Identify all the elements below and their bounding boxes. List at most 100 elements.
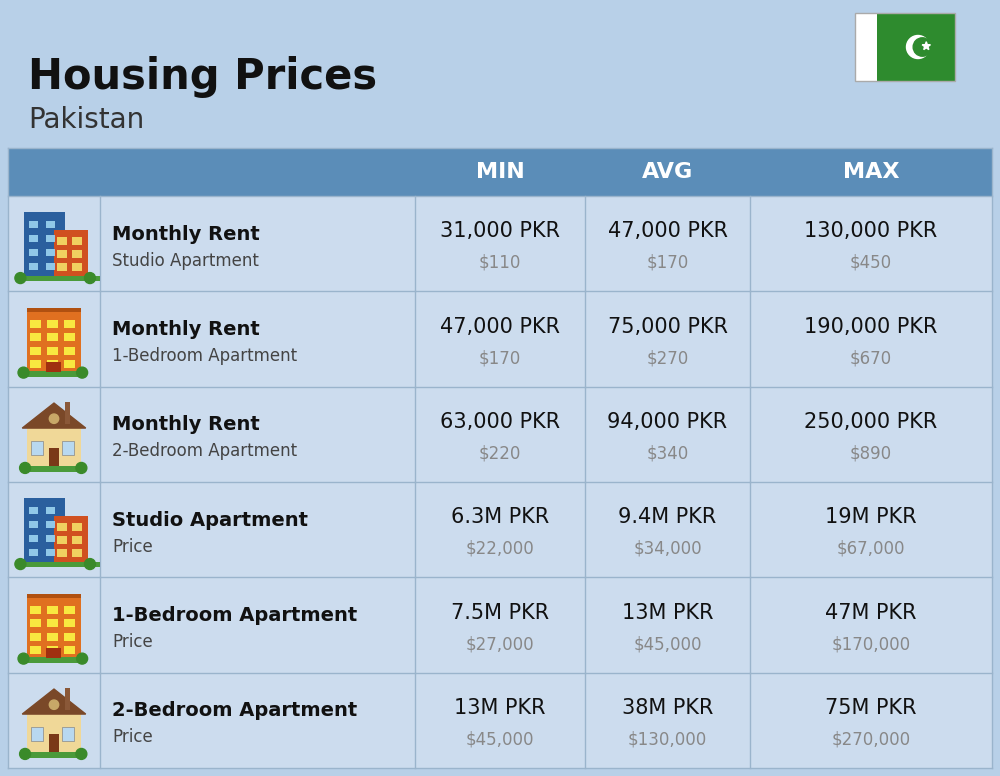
FancyBboxPatch shape <box>29 220 38 228</box>
FancyBboxPatch shape <box>24 213 65 276</box>
FancyBboxPatch shape <box>22 466 86 472</box>
Text: Price: Price <box>112 633 153 651</box>
FancyBboxPatch shape <box>27 714 81 753</box>
FancyBboxPatch shape <box>64 320 75 327</box>
Polygon shape <box>22 689 86 714</box>
Circle shape <box>20 462 31 473</box>
FancyBboxPatch shape <box>57 536 67 544</box>
Text: $340: $340 <box>646 445 689 462</box>
Text: Studio Apartment: Studio Apartment <box>112 252 259 270</box>
Circle shape <box>49 700 59 709</box>
FancyBboxPatch shape <box>23 371 85 376</box>
Text: MIN: MIN <box>476 162 524 182</box>
Circle shape <box>77 367 88 378</box>
FancyBboxPatch shape <box>30 320 41 327</box>
FancyBboxPatch shape <box>62 441 74 456</box>
FancyBboxPatch shape <box>65 402 70 424</box>
FancyBboxPatch shape <box>31 726 43 741</box>
FancyBboxPatch shape <box>72 549 82 557</box>
Circle shape <box>84 559 95 570</box>
Circle shape <box>20 749 31 760</box>
Text: 130,000 PKR: 130,000 PKR <box>804 221 938 241</box>
Circle shape <box>77 653 88 664</box>
FancyBboxPatch shape <box>22 562 100 567</box>
FancyBboxPatch shape <box>8 148 992 196</box>
FancyBboxPatch shape <box>30 606 41 614</box>
FancyBboxPatch shape <box>64 334 75 341</box>
Text: 1-Bedroom Apartment: 1-Bedroom Apartment <box>112 606 357 625</box>
FancyBboxPatch shape <box>49 448 59 467</box>
FancyBboxPatch shape <box>30 646 41 654</box>
FancyBboxPatch shape <box>855 13 877 81</box>
Polygon shape <box>922 42 930 50</box>
FancyBboxPatch shape <box>64 619 75 627</box>
Text: $67,000: $67,000 <box>837 540 905 558</box>
Text: $220: $220 <box>479 445 521 462</box>
Text: $34,000: $34,000 <box>633 540 702 558</box>
FancyBboxPatch shape <box>30 619 41 627</box>
Text: Price: Price <box>112 538 153 556</box>
FancyBboxPatch shape <box>30 633 41 640</box>
Text: $45,000: $45,000 <box>633 635 702 653</box>
FancyBboxPatch shape <box>29 549 38 556</box>
FancyBboxPatch shape <box>47 334 58 341</box>
Text: $170,000: $170,000 <box>831 635 911 653</box>
Text: 250,000 PKR: 250,000 PKR <box>804 412 938 432</box>
Text: 75M PKR: 75M PKR <box>825 698 917 718</box>
FancyBboxPatch shape <box>57 263 67 271</box>
Circle shape <box>906 36 930 58</box>
Text: 9.4M PKR: 9.4M PKR <box>618 508 717 527</box>
FancyBboxPatch shape <box>47 633 58 640</box>
FancyBboxPatch shape <box>57 523 67 531</box>
FancyBboxPatch shape <box>46 549 55 556</box>
Text: 2-Bedroom Apartment: 2-Bedroom Apartment <box>112 442 297 460</box>
FancyBboxPatch shape <box>46 249 55 256</box>
Text: 190,000 PKR: 190,000 PKR <box>804 317 938 337</box>
FancyBboxPatch shape <box>64 606 75 614</box>
FancyBboxPatch shape <box>29 535 38 542</box>
Text: $22,000: $22,000 <box>466 540 534 558</box>
FancyBboxPatch shape <box>46 235 55 242</box>
Circle shape <box>49 414 59 424</box>
Text: $270,000: $270,000 <box>831 730 911 748</box>
FancyBboxPatch shape <box>47 606 58 614</box>
Text: AVG: AVG <box>642 162 693 182</box>
FancyBboxPatch shape <box>8 291 992 386</box>
FancyBboxPatch shape <box>29 521 38 528</box>
FancyBboxPatch shape <box>29 235 38 242</box>
Circle shape <box>76 749 87 760</box>
FancyBboxPatch shape <box>72 523 82 531</box>
Text: $130,000: $130,000 <box>628 730 707 748</box>
Text: $670: $670 <box>850 349 892 367</box>
Text: $27,000: $27,000 <box>466 635 534 653</box>
FancyBboxPatch shape <box>22 753 86 758</box>
FancyBboxPatch shape <box>29 263 38 270</box>
FancyBboxPatch shape <box>22 275 100 281</box>
FancyBboxPatch shape <box>72 263 82 271</box>
Text: Monthly Rent: Monthly Rent <box>112 415 260 435</box>
FancyBboxPatch shape <box>46 535 55 542</box>
Text: 6.3M PKR: 6.3M PKR <box>451 508 549 527</box>
Circle shape <box>18 653 29 664</box>
Text: 2-Bedroom Apartment: 2-Bedroom Apartment <box>112 702 357 720</box>
FancyBboxPatch shape <box>27 308 81 312</box>
FancyBboxPatch shape <box>30 334 41 341</box>
Text: 13M PKR: 13M PKR <box>622 603 713 622</box>
FancyBboxPatch shape <box>27 594 81 598</box>
FancyBboxPatch shape <box>29 249 38 256</box>
FancyBboxPatch shape <box>46 507 55 514</box>
Text: $45,000: $45,000 <box>466 730 534 748</box>
Circle shape <box>913 38 932 56</box>
FancyBboxPatch shape <box>27 428 81 467</box>
Text: 38M PKR: 38M PKR <box>622 698 713 718</box>
FancyBboxPatch shape <box>64 633 75 640</box>
Text: $450: $450 <box>850 254 892 272</box>
Text: $890: $890 <box>850 445 892 462</box>
Polygon shape <box>22 403 86 428</box>
FancyBboxPatch shape <box>62 726 74 741</box>
FancyBboxPatch shape <box>8 482 992 577</box>
FancyBboxPatch shape <box>23 657 85 663</box>
FancyBboxPatch shape <box>72 250 82 258</box>
FancyBboxPatch shape <box>47 347 58 355</box>
FancyBboxPatch shape <box>47 320 58 327</box>
